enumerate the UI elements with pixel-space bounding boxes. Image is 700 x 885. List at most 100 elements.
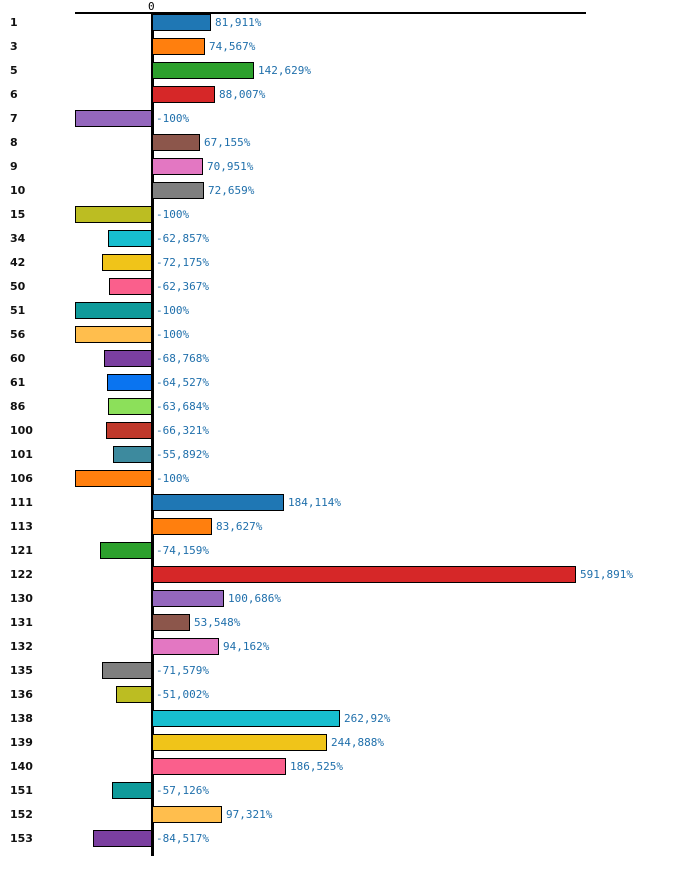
bar bbox=[75, 302, 152, 319]
bar-value-label: 72,659% bbox=[208, 184, 255, 197]
bar bbox=[152, 758, 286, 775]
bar-value-label: 53,548% bbox=[194, 616, 241, 629]
bar-value-label: -100% bbox=[156, 328, 190, 341]
category-label: 1 bbox=[10, 16, 18, 29]
bar-row: 140 186,525% bbox=[0, 758, 700, 782]
bar-value-label: -62,857% bbox=[156, 232, 209, 245]
bar-row: 139 244,888% bbox=[0, 734, 700, 758]
bar-value-label: -100% bbox=[156, 472, 190, 485]
bar bbox=[152, 806, 222, 823]
zero-axis-line bbox=[151, 12, 154, 856]
bar-value-label: 244,888% bbox=[331, 736, 384, 749]
bar-row: 121 -74,159% bbox=[0, 542, 700, 566]
bar bbox=[116, 686, 152, 703]
bar bbox=[113, 446, 152, 463]
bar bbox=[152, 134, 200, 151]
bar bbox=[152, 734, 327, 751]
bar bbox=[112, 782, 152, 799]
bar-row: 6 88,007% bbox=[0, 86, 700, 110]
bar-row: 56 -100% bbox=[0, 326, 700, 350]
bar-value-label: -72,175% bbox=[156, 256, 209, 269]
bar-row: 138 262,92% bbox=[0, 710, 700, 734]
bar bbox=[152, 86, 215, 103]
category-label: 132 bbox=[10, 640, 33, 653]
bar-row: 100 -66,321% bbox=[0, 422, 700, 446]
category-label: 136 bbox=[10, 688, 33, 701]
bar-value-label: -63,684% bbox=[156, 400, 209, 413]
category-label: 5 bbox=[10, 64, 18, 77]
bar-row: 3 74,567% bbox=[0, 38, 700, 62]
bar bbox=[152, 638, 219, 655]
category-label: 6 bbox=[10, 88, 18, 101]
bar-value-label: 81,911% bbox=[215, 16, 262, 29]
bar bbox=[102, 662, 152, 679]
bar bbox=[75, 470, 152, 487]
category-label: 111 bbox=[10, 496, 33, 509]
bar-row: 106 -100% bbox=[0, 470, 700, 494]
bar-value-label: 74,567% bbox=[209, 40, 256, 53]
bar-value-label: -64,527% bbox=[156, 376, 209, 389]
bar bbox=[75, 110, 152, 127]
bar-row: 42 -72,175% bbox=[0, 254, 700, 278]
bar bbox=[100, 542, 152, 559]
bar-row: 136 -51,002% bbox=[0, 686, 700, 710]
category-label: 3 bbox=[10, 40, 18, 53]
bar-value-label: -57,126% bbox=[156, 784, 209, 797]
category-label: 151 bbox=[10, 784, 33, 797]
bar-value-label: 100,686% bbox=[228, 592, 281, 605]
bar-value-label: 184,114% bbox=[288, 496, 341, 509]
category-label: 9 bbox=[10, 160, 18, 173]
bar-row: 50 -62,367% bbox=[0, 278, 700, 302]
category-label: 34 bbox=[10, 232, 26, 245]
bar bbox=[104, 350, 152, 367]
bar bbox=[152, 614, 190, 631]
category-label: 51 bbox=[10, 304, 26, 317]
category-label: 138 bbox=[10, 712, 33, 725]
bar-row: 51 -100% bbox=[0, 302, 700, 326]
bar-value-label: -100% bbox=[156, 112, 190, 125]
bar-row: 101 -55,892% bbox=[0, 446, 700, 470]
bar-value-label: 94,162% bbox=[223, 640, 270, 653]
category-label: 122 bbox=[10, 568, 33, 581]
bar-row: 113 83,627% bbox=[0, 518, 700, 542]
category-label: 135 bbox=[10, 664, 33, 677]
bar bbox=[152, 62, 254, 79]
category-label: 106 bbox=[10, 472, 33, 485]
bar-row: 132 94,162% bbox=[0, 638, 700, 662]
bar-row: 1 81,911% bbox=[0, 14, 700, 38]
bar-value-label: 70,951% bbox=[207, 160, 254, 173]
category-label: 140 bbox=[10, 760, 33, 773]
bar-row: 60 -68,768% bbox=[0, 350, 700, 374]
bar bbox=[152, 494, 284, 511]
bar-row: 9 70,951% bbox=[0, 158, 700, 182]
bar bbox=[102, 254, 152, 271]
category-label: 15 bbox=[10, 208, 26, 221]
category-label: 8 bbox=[10, 136, 18, 149]
bar-row: 135 -71,579% bbox=[0, 662, 700, 686]
bar-value-label: 142,629% bbox=[258, 64, 311, 77]
category-label: 56 bbox=[10, 328, 26, 341]
bar-value-label: -68,768% bbox=[156, 352, 209, 365]
bar bbox=[152, 182, 204, 199]
top-axis-line bbox=[75, 12, 586, 14]
bar bbox=[75, 326, 152, 343]
bar-row: 111 184,114% bbox=[0, 494, 700, 518]
bar-value-label: -100% bbox=[156, 208, 190, 221]
bar bbox=[108, 398, 152, 415]
bar-value-label: 262,92% bbox=[344, 712, 391, 725]
category-label: 86 bbox=[10, 400, 26, 413]
bar-row: 8 67,155% bbox=[0, 134, 700, 158]
category-label: 10 bbox=[10, 184, 26, 197]
bar-value-label: -51,002% bbox=[156, 688, 209, 701]
category-label: 101 bbox=[10, 448, 33, 461]
bar bbox=[75, 206, 152, 223]
bar-value-label: -55,892% bbox=[156, 448, 209, 461]
category-label: 42 bbox=[10, 256, 26, 269]
category-label: 113 bbox=[10, 520, 33, 533]
category-label: 50 bbox=[10, 280, 26, 293]
bar-row: 5 142,629% bbox=[0, 62, 700, 86]
bar-row: 131 53,548% bbox=[0, 614, 700, 638]
bar-row: 152 97,321% bbox=[0, 806, 700, 830]
bar bbox=[106, 422, 152, 439]
bar bbox=[93, 830, 152, 847]
